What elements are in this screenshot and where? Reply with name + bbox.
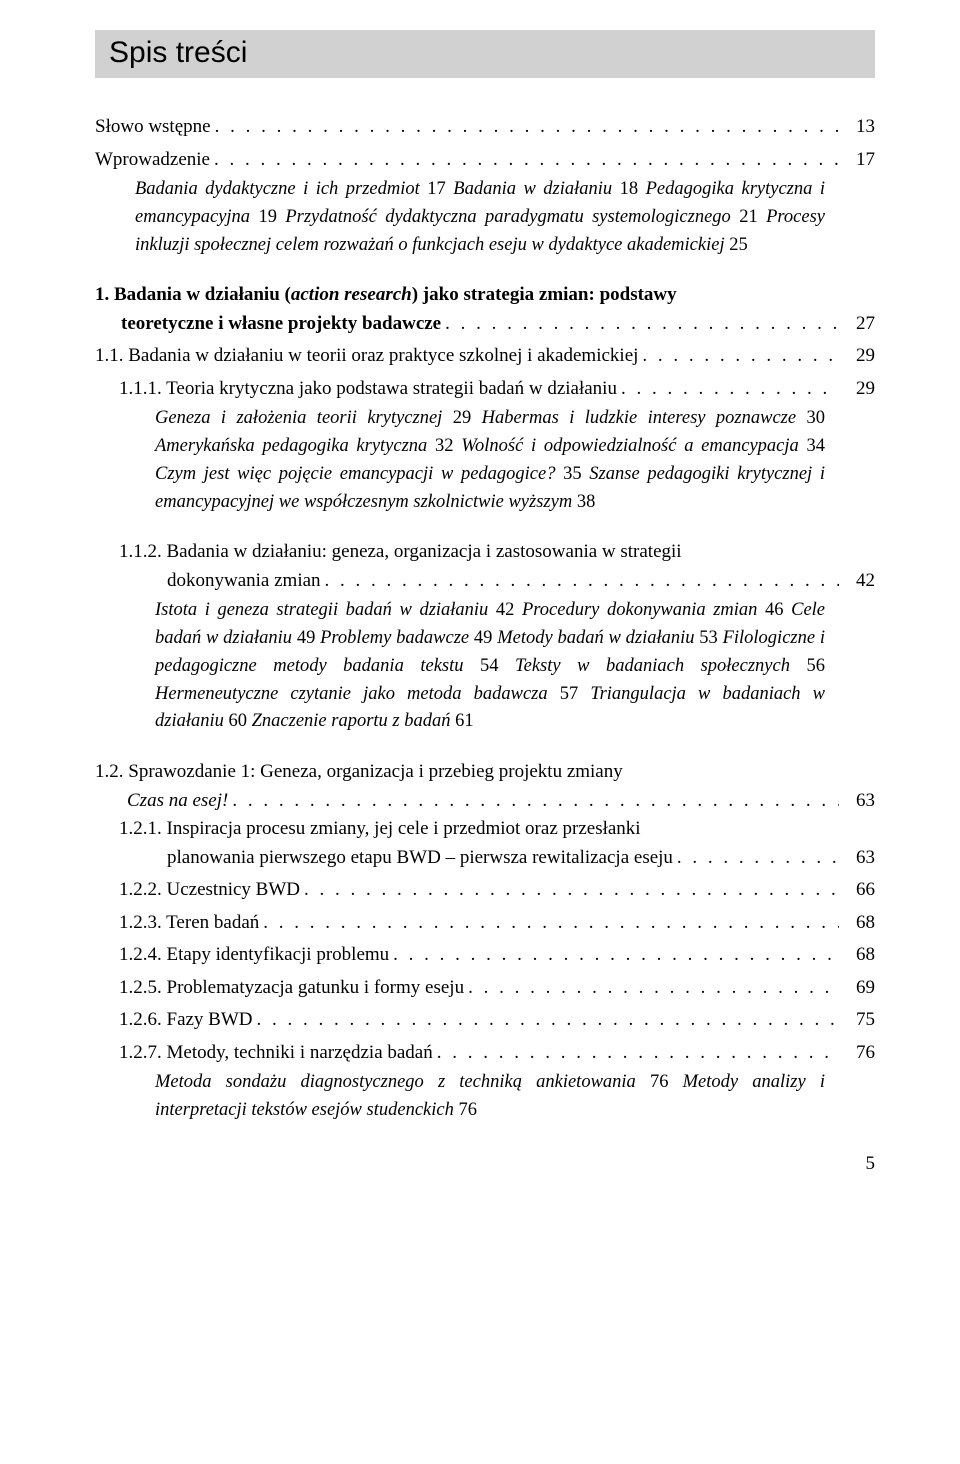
toc-leader-dots [617,375,839,404]
title-bar: Spis treści [95,30,875,78]
toc-label: 1.2.4. Etapy identyfikacji problemu [119,941,389,970]
toc-label-line1: 1.2. Sprawozdanie 1: Geneza, organizacja… [95,758,875,787]
toc-label: 1.1.1. Teoria krytyczna jako podstawa st… [119,375,617,404]
toc-page-number: 69 [839,974,875,1003]
page-footer-number: 5 [95,1153,875,1175]
toc-leader-dots [433,1039,839,1068]
toc-label-line2: dokonywania zmian [95,567,321,596]
toc-label: 1.2.6. Fazy BWD [119,1006,253,1035]
toc-entry-1-2-4: 1.2.4. Etapy identyfikacji problemu 68 [95,941,875,970]
toc-runin-intro: Badania dydaktyczne i ich przedmiot 17 B… [135,176,825,259]
toc-label: Wprowadzenie [95,146,210,175]
toc-page-number: 68 [839,909,875,938]
toc-entry-1-2: 1.2. Sprawozdanie 1: Geneza, organizacja… [95,758,875,815]
toc-label-line1: 1.2.1. Inspiracja procesu zmiany, jej ce… [95,815,875,844]
toc-page-number: 63 [839,787,875,816]
toc-label: 1.2.3. Teren badań [119,909,259,938]
toc-leader-dots [253,1006,839,1035]
toc-label: 1.2.7. Metody, techniki i narzędzia bada… [119,1039,433,1068]
toc-page-number: 63 [839,844,875,873]
toc-runin-1-2-7: Metoda sondażu diagnostycznego z technik… [155,1069,825,1125]
toc-leader-dots [321,567,839,596]
page-container: Spis treści Słowo wstępne 13 Wprowadzeni… [0,0,960,1205]
toc-leader-dots [441,310,839,339]
toc-label-line2: Czas na esej! [95,787,228,816]
toc-leader-dots [210,146,839,175]
toc-entry-1-2-2: 1.2.2. Uczestnicy BWD 66 [95,876,875,905]
toc-page-number: 75 [839,1006,875,1035]
toc-page-number: 76 [839,1039,875,1068]
toc-label-line1: 1.1.2. Badania w działaniu: geneza, orga… [95,538,875,567]
toc-label: Słowo wstępne [95,113,211,142]
toc-label-line1: 1. Badania w działaniu (action research)… [95,281,875,310]
toc-leader-dots [211,113,839,142]
toc-entry-chapter-1: 1. Badania w działaniu (action research)… [95,281,875,338]
toc-label-line2: planowania pierwszego etapu BWD – pierws… [95,844,673,873]
toc-page-number: 66 [839,876,875,905]
toc-leader-dots [389,941,839,970]
toc-runin-1-1-2: Istota i geneza strategii badań w działa… [155,597,825,736]
toc-leader-dots [259,909,839,938]
toc-leader-dots [638,342,839,371]
toc-label-line2: teoretyczne i własne projekty badawcze [95,310,441,339]
toc-page-number: 29 [839,342,875,371]
toc-label: 1.1. Badania w działaniu w teorii oraz p… [95,342,638,371]
toc-page-number: 13 [839,113,875,142]
toc-leader-dots [464,974,839,1003]
toc-runin-1-1-1: Geneza i założenia teorii krytycznej 29 … [155,405,825,516]
toc-label: 1.2.2. Uczestnicy BWD [119,876,300,905]
toc-page-number: 29 [839,375,875,404]
toc-page-number: 42 [839,567,875,596]
toc-entry-foreword: Słowo wstępne 13 [95,113,875,142]
toc-entry-1-2-6: 1.2.6. Fazy BWD 75 [95,1006,875,1035]
toc-entry-1-2-1: 1.2.1. Inspiracja procesu zmiany, jej ce… [95,815,875,872]
toc-page-number: 68 [839,941,875,970]
toc-page-number: 27 [839,310,875,339]
toc-entry-1-2-5: 1.2.5. Problematyzacja gatunku i formy e… [95,974,875,1003]
toc-leader-dots [300,876,839,905]
page-title: Spis treści [109,36,861,70]
toc-entry-1-1: 1.1. Badania w działaniu w teorii oraz p… [95,342,875,371]
toc-entry-introduction: Wprowadzenie 17 [95,146,875,175]
toc-entry-1-1-2: 1.1.2. Badania w działaniu: geneza, orga… [95,538,875,595]
toc-leader-dots [228,787,839,816]
toc-leader-dots [673,844,839,873]
toc-label: 1.2.5. Problematyzacja gatunku i formy e… [119,974,464,1003]
toc-entry-1-1-1: 1.1.1. Teoria krytyczna jako podstawa st… [95,375,875,404]
toc-entry-1-2-7: 1.2.7. Metody, techniki i narzędzia bada… [95,1039,875,1068]
toc-page-number: 17 [839,146,875,175]
toc-entry-1-2-3: 1.2.3. Teren badań 68 [95,909,875,938]
